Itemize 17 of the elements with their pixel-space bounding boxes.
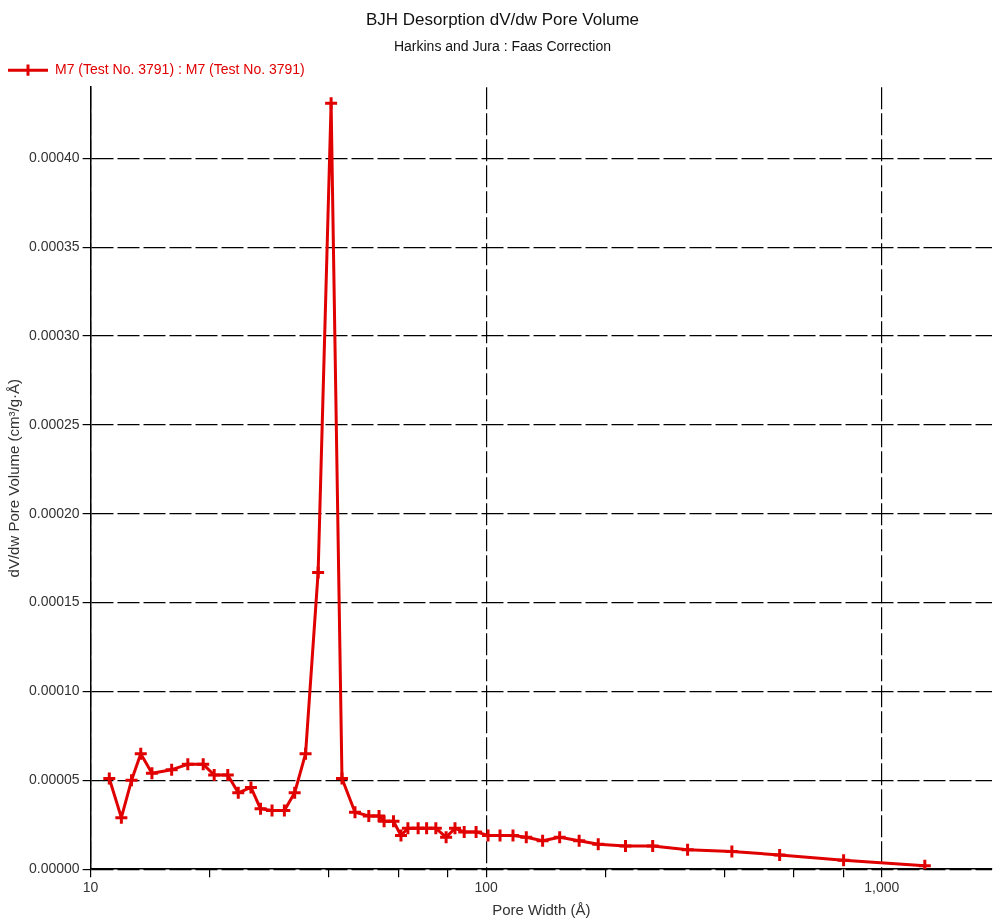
chart-title: BJH Desorption dV/dw Pore Volume	[365, 9, 640, 29]
y-tick-label: 0.00040	[29, 149, 80, 166]
y-tick-label: 0.00010	[29, 682, 80, 699]
y-tick-label: 0.00005	[29, 771, 80, 788]
x-tick-label: 100	[474, 879, 499, 896]
y-axis-title: dV/dw Pore Volume (cm³/g·Å)	[5, 379, 23, 578]
y-tick-label: 0.00035	[29, 238, 80, 255]
y-tick-label: 0.00000	[29, 860, 80, 877]
x-tick-label: 10	[82, 879, 99, 896]
y-tick-label: 0.00020	[29, 504, 80, 521]
x-tick-label: 1,000	[864, 879, 900, 896]
y-tick-label: 0.00030	[29, 326, 80, 343]
y-tick-label: 0.00025	[29, 415, 80, 432]
legend-label: M7 (Test No. 3791) : M7 (Test No. 3791)	[55, 61, 305, 78]
chart-subtitle: Harkins and Jura : Faas Correction	[393, 37, 612, 54]
x-axis-title: Pore Width (Å)	[492, 901, 591, 919]
y-tick-label: 0.00015	[29, 593, 80, 610]
